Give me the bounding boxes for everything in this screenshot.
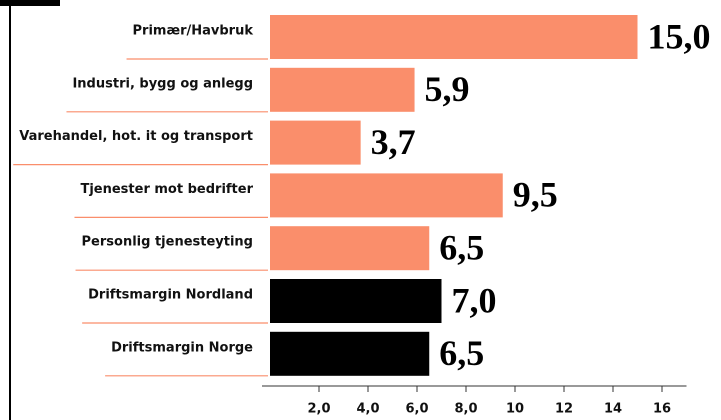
bar — [270, 226, 430, 271]
corner-block — [0, 0, 60, 6]
category-label: Tjenester mot bedrifter — [80, 182, 253, 197]
value-label: 6,5 — [439, 227, 484, 267]
value-label: 7,0 — [452, 280, 497, 320]
value-label: 15,0 — [648, 16, 711, 56]
category-label: Industri, bygg og anlegg — [72, 76, 253, 91]
value-label: 9,5 — [513, 175, 558, 215]
x-tick-label: 14 — [604, 402, 622, 417]
value-label: 6,5 — [439, 333, 484, 373]
bar — [270, 120, 361, 165]
category-label: Primær/Havbruk — [133, 24, 254, 39]
category-label: Varehandel, hot. it og transport — [19, 129, 253, 144]
x-tick-label: 4,0 — [356, 402, 379, 417]
category-label: Driftsmargin Nordland — [88, 288, 253, 303]
x-tick-label: 8,0 — [454, 402, 477, 417]
x-tick-label: 12 — [555, 402, 573, 417]
x-tick-label: 6,0 — [405, 402, 428, 417]
bar — [270, 173, 503, 218]
value-label: 5,9 — [425, 69, 470, 109]
category-label: Driftsmargin Norge — [111, 340, 253, 355]
x-tick-label: 10 — [506, 402, 524, 417]
category-label: Personlig tjenesteyting — [82, 235, 253, 250]
x-tick-label: 16 — [653, 402, 671, 417]
x-tick-label: 2,0 — [307, 402, 330, 417]
bar — [270, 15, 638, 59]
bar — [270, 279, 442, 323]
bar — [270, 331, 430, 376]
bar — [270, 67, 415, 112]
value-label: 3,7 — [371, 122, 416, 162]
